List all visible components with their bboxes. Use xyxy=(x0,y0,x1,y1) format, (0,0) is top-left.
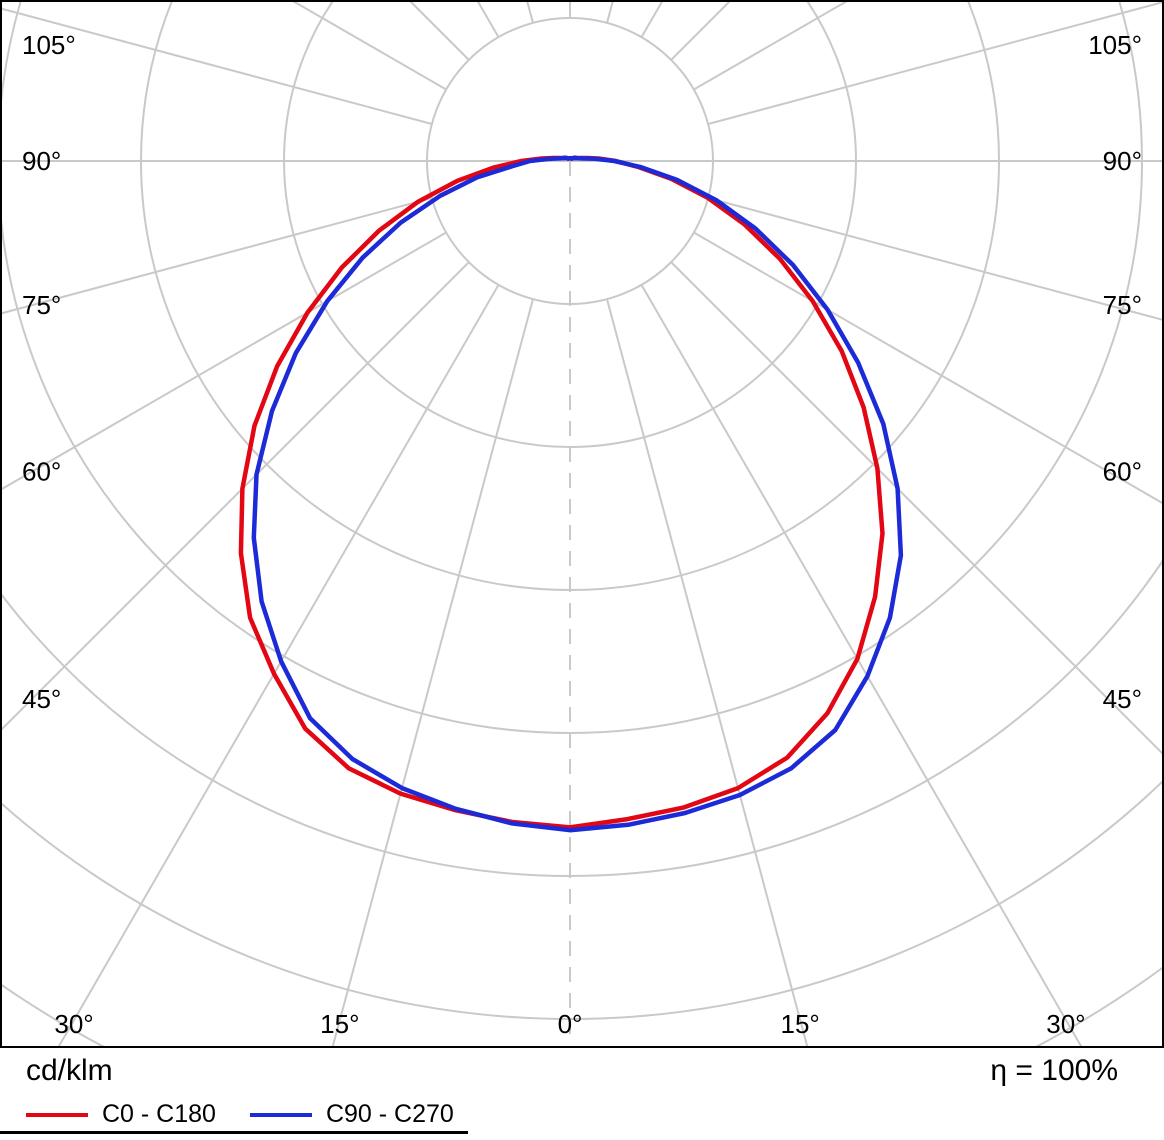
grid-radial-line xyxy=(331,298,534,1046)
angle-label: 105° xyxy=(22,30,76,60)
units-label: cd/klm xyxy=(26,1054,113,1087)
angle-label: 30° xyxy=(1046,1009,1085,1039)
grid-radial-line xyxy=(670,261,1162,755)
legend-line-blue-icon xyxy=(249,1112,312,1117)
legend: C0 - C180 C90 - C270 xyxy=(0,1098,468,1134)
grid-radial-line xyxy=(2,7,433,125)
grid-radial-line xyxy=(606,298,809,1046)
grid-ring xyxy=(2,559,1162,877)
legend-item-c0-c180: C0 - C180 xyxy=(26,1100,216,1129)
angle-label: 105° xyxy=(1088,30,1142,60)
grid-radial-line xyxy=(707,2,1162,125)
legend-line-red-icon xyxy=(26,1112,88,1117)
angle-label: 30° xyxy=(54,1009,93,1039)
grid-radial-line xyxy=(2,197,433,315)
polar-diagram-frame: 105° 105° 90° 90° 75° 75° 60° 60° 45° 45° 30° 30° 15… xyxy=(0,0,1164,1048)
angle-label: 60° xyxy=(22,457,61,487)
angle-label: 15° xyxy=(781,1009,820,1039)
efficiency-label: η = 100% xyxy=(990,1054,1118,1087)
intensity-curve-c90-c270 xyxy=(251,155,904,833)
angle-label: 15° xyxy=(320,1009,359,1039)
grid-radial-line xyxy=(2,261,470,731)
grid-radial-line xyxy=(640,2,663,38)
angle-label: 90° xyxy=(22,146,61,176)
grid-radial-line xyxy=(693,231,1162,504)
angle-label: 0° xyxy=(558,1009,583,1039)
legend-item-c90-c270: C90 - C270 xyxy=(249,1100,454,1129)
angle-label: 60° xyxy=(1103,457,1142,487)
angle-label: 45° xyxy=(22,684,61,714)
angle-label: 90° xyxy=(1103,146,1142,176)
grid-radial-line xyxy=(640,284,1083,1046)
legend-label-c0-c180: C0 - C180 xyxy=(102,1100,216,1128)
angle-label: 45° xyxy=(1103,684,1142,714)
polar-chart: 105° 105° 90° 90° 75° 75° 60° 60° 45° 45° 30° 30° 15… xyxy=(2,2,1162,1046)
grid-ring xyxy=(2,780,1162,1020)
grid-radial-line xyxy=(477,2,500,38)
angle-label: 75° xyxy=(1103,290,1142,320)
grid-radial-line xyxy=(57,284,500,1046)
legend-label-c90-c270: C90 - C270 xyxy=(325,1100,454,1128)
grid-radial-line xyxy=(707,197,1162,321)
grid-radial-line xyxy=(2,231,447,491)
grid-ring xyxy=(2,2,1143,734)
chart-footer: cd/klm η = 100% C0 - C180 C90 - C270 xyxy=(0,1048,1164,1140)
angle-label: 75° xyxy=(22,290,61,320)
